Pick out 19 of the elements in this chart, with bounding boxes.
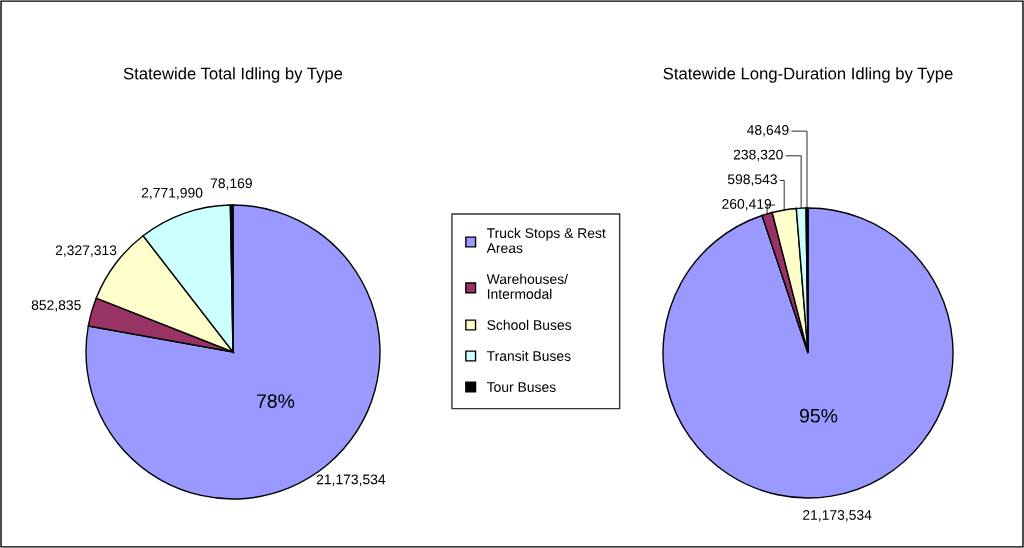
legend-label: Transit Buses xyxy=(486,350,571,361)
chart-title: Statewide Total Idling by Type xyxy=(123,67,343,83)
data-label: 238,320 xyxy=(733,149,783,162)
text: 78% xyxy=(256,394,295,408)
data-label: 852,835 xyxy=(31,300,81,312)
legend-label: Warehouses/ Intermodal xyxy=(486,273,568,299)
data-label: 598,543 xyxy=(727,174,777,186)
data-label: 2,771,990 xyxy=(141,187,203,200)
data-label: 48,649 xyxy=(746,125,789,137)
legend-label: Tour Buses xyxy=(486,382,556,392)
legend-label: Truck Stops & Rest Areas xyxy=(486,227,606,253)
text: 95% xyxy=(799,408,838,423)
data-label: 260,419 xyxy=(722,198,772,211)
chart-title: Statewide Long-Duration Idling by Type xyxy=(663,67,953,83)
data-label: 21,173,534 xyxy=(803,510,872,522)
data-label: 78,169 xyxy=(210,178,252,190)
legend-label: School Buses xyxy=(487,319,572,330)
data-label: 21,173,534 xyxy=(316,474,386,486)
data-label: 2,327,313 xyxy=(55,245,117,257)
